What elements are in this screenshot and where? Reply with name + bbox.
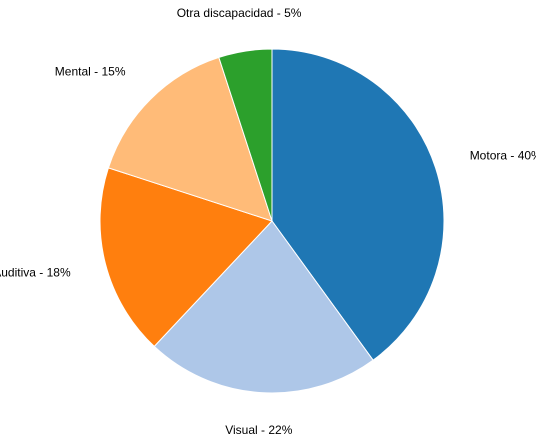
pie-label-otra-discapacidad: Otra discapacidad - 5% xyxy=(177,6,302,20)
pie-slice-visual xyxy=(153,220,374,394)
pie-slices xyxy=(99,48,445,394)
pie-label-mental: Mental - 15% xyxy=(55,65,126,79)
pie-slice-otra-discapacidad xyxy=(218,48,273,222)
pie-labels: Motora - 40% Visual - 22% Auditiva - 18% Me… xyxy=(0,6,536,437)
pie-slice-auditiva xyxy=(99,167,273,348)
pie-label-motora: Motora - 40% xyxy=(470,148,536,162)
pie-slice-mental xyxy=(107,56,273,222)
pie-label-visual: Visual - 22% xyxy=(225,423,292,437)
pie-slice-motora xyxy=(271,48,445,361)
pie-label-auditiva: Auditiva - 18% xyxy=(0,265,71,279)
